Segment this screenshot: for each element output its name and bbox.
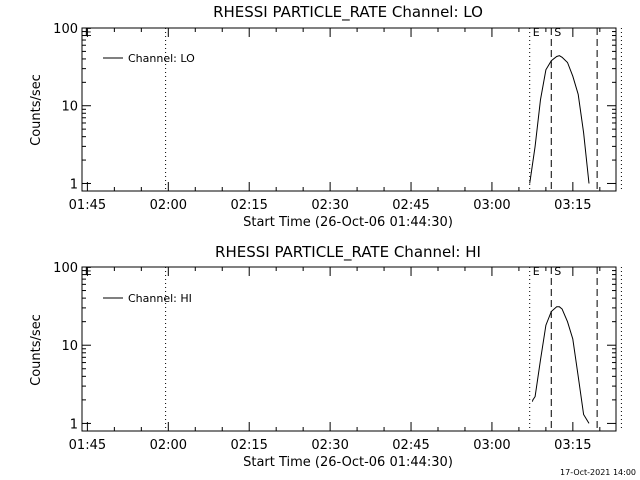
y-tick-label: 100: [53, 22, 78, 37]
y-tick-label: 10: [61, 339, 78, 354]
generation-timestamp: 17-Oct-2021 14:00: [560, 468, 636, 477]
panel-lo-event-lines: [165, 28, 622, 191]
panel-lo-ylabel: Counts/sec: [29, 74, 44, 146]
x-tick-label: 03:15: [554, 198, 591, 213]
x-tick-label: 03:15: [554, 438, 591, 453]
panel-lo-y-axis: 1 10 100: [53, 22, 616, 192]
panel-hi-xlabel: Start Time (26-Oct-06 01:44:30): [243, 455, 453, 470]
event-marker-label: E: [85, 265, 92, 278]
y-tick-label: 1: [70, 177, 78, 192]
x-tick-label: 02:45: [392, 438, 429, 453]
x-tick-label: 01:45: [69, 198, 106, 213]
panel-hi: RHESSI PARTICLE_RATE Channel: HI Counts/…: [29, 243, 622, 470]
x-tick-label: 03:00: [473, 438, 510, 453]
x-tick-label: 03:00: [473, 198, 510, 213]
x-tick-label: 01:45: [69, 438, 106, 453]
x-tick-label: 02:30: [311, 438, 348, 453]
event-marker-label: E: [85, 26, 92, 39]
event-marker-label: S: [554, 265, 561, 278]
x-tick-label: 02:00: [150, 198, 187, 213]
panel-hi-series-line: [531, 306, 590, 424]
panel-hi-event-lines: [165, 267, 622, 431]
panel-lo-legend: Channel: LO: [103, 52, 195, 65]
panel-lo-legend-label: Channel: LO: [128, 52, 195, 65]
x-tick-label: 02:30: [311, 198, 348, 213]
event-marker-label: E: [533, 265, 540, 278]
panel-lo-series-line: [529, 55, 590, 184]
panel-hi-y-axis: 1 10 100: [53, 261, 616, 432]
y-tick-label: 100: [53, 261, 78, 276]
panel-lo-title: RHESSI PARTICLE_RATE Channel: LO: [213, 3, 483, 22]
panel-hi-title: RHESSI PARTICLE_RATE Channel: HI: [215, 243, 481, 262]
x-tick-label: 02:45: [392, 198, 429, 213]
y-tick-label: 10: [61, 100, 78, 115]
event-marker-label: S: [554, 26, 561, 39]
x-tick-label: 02:00: [150, 438, 187, 453]
panel-lo: RHESSI PARTICLE_RATE Channel: LO Counts/…: [29, 3, 622, 230]
panel-hi-legend: Channel: HI: [103, 292, 192, 305]
x-tick-label: 02:15: [230, 438, 267, 453]
panel-hi-legend-label: Channel: HI: [128, 292, 192, 305]
panel-hi-x-axis: 01:45 02:00 02:15 02:30 02:45 03:00 03:15: [69, 267, 601, 453]
x-tick-label: 02:15: [230, 198, 267, 213]
panel-lo-xlabel: Start Time (26-Oct-06 01:44:30): [243, 215, 453, 230]
panel-lo-x-axis: 01:45 02:00 02:15 02:30 02:45 03:00 03:15: [69, 28, 601, 213]
panel-hi-ylabel: Counts/sec: [29, 314, 44, 386]
event-marker-label: E: [533, 26, 540, 39]
y-tick-label: 1: [70, 417, 78, 432]
